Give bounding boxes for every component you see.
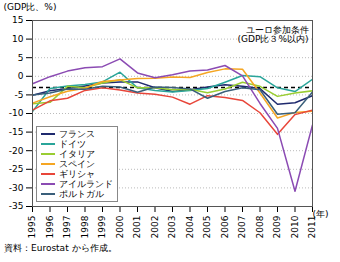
svg-text:-10: -10 <box>9 108 24 118</box>
svg-text:-20: -20 <box>9 146 24 156</box>
svg-text:-5: -5 <box>15 90 24 100</box>
svg-text:2005: 2005 <box>202 216 212 239</box>
svg-text:2006: 2006 <box>220 215 230 238</box>
svg-text:-25: -25 <box>9 164 24 174</box>
svg-text:-35: -35 <box>9 201 24 211</box>
svg-text:2001: 2001 <box>132 216 142 239</box>
html-text:スペイン: スペイン <box>59 159 95 169</box>
svg-text:2003: 2003 <box>167 216 177 239</box>
svg-text:2009: 2009 <box>272 215 282 238</box>
svg-text:(GDP比、%): (GDP比、%) <box>4 2 57 12</box>
svg-text:2002: 2002 <box>150 216 160 239</box>
html-text:ギリシャ: ギリシャ <box>59 169 95 179</box>
svg-text:0: 0 <box>18 71 24 81</box>
svg-text:-15: -15 <box>9 127 24 137</box>
svg-text:2011: 2011 <box>307 216 317 239</box>
html-text:ポルトガル: ポルトガル <box>59 189 104 199</box>
svg-text:1997: 1997 <box>62 216 72 239</box>
svg-text:2010: 2010 <box>290 215 300 238</box>
html-text:資料：Eurostat から作成。: 資料：Eurostat から作成。 <box>4 243 117 253</box>
svg-text:1996: 1996 <box>45 215 55 238</box>
html-text:アイルランド: アイルランド <box>59 179 113 189</box>
svg-text:-30: -30 <box>9 183 24 193</box>
html-text:ドイツ: ドイツ <box>59 139 86 149</box>
svg-text:10: 10 <box>12 34 24 44</box>
svg-text:1995: 1995 <box>27 216 37 239</box>
svg-text:2007: 2007 <box>237 216 247 239</box>
svg-text:15: 15 <box>12 15 23 25</box>
svg-text:1998: 1998 <box>80 215 90 238</box>
html-text:フランス: フランス <box>59 129 95 139</box>
svg-text:2008: 2008 <box>255 215 265 238</box>
html-text:イタリア: イタリア <box>59 149 95 159</box>
svg-text:2004: 2004 <box>185 215 195 238</box>
svg-text:(年): (年) <box>312 209 328 219</box>
svg-text:1999: 1999 <box>97 215 107 238</box>
svg-text:5: 5 <box>18 53 24 63</box>
svg-text:2000: 2000 <box>115 215 125 238</box>
svg-text:ユーロ参加条件(GDP比３%以内): ユーロ参加条件(GDP比３%以内) <box>238 25 309 44</box>
